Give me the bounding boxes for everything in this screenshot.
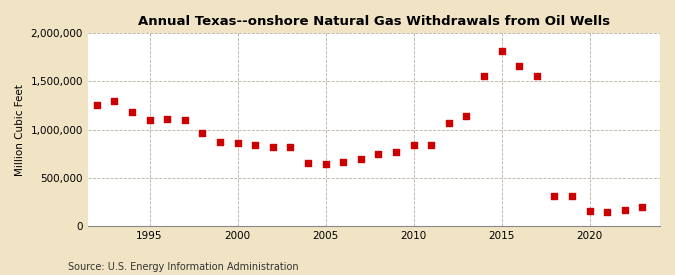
Point <box>320 162 331 166</box>
Point <box>514 64 524 68</box>
Point <box>426 142 437 147</box>
Point <box>549 194 560 198</box>
Point <box>355 157 366 162</box>
Point <box>250 143 261 147</box>
Point <box>338 160 348 164</box>
Point <box>461 114 472 118</box>
Point <box>531 73 542 78</box>
Point <box>443 121 454 125</box>
Text: Source: U.S. Energy Information Administration: Source: U.S. Energy Information Administ… <box>68 262 298 272</box>
Point <box>496 48 507 53</box>
Point <box>232 141 243 145</box>
Point <box>566 194 577 198</box>
Point <box>91 102 102 107</box>
Point <box>584 209 595 213</box>
Point <box>144 118 155 122</box>
Point <box>267 145 278 149</box>
Point <box>180 118 190 122</box>
Y-axis label: Million Cubic Feet: Million Cubic Feet <box>15 84 25 175</box>
Point <box>197 131 208 136</box>
Point <box>109 98 119 103</box>
Point <box>285 145 296 149</box>
Point <box>162 117 173 121</box>
Point <box>602 210 613 214</box>
Point <box>391 150 402 154</box>
Point <box>620 208 630 212</box>
Point <box>408 143 419 147</box>
Point <box>373 152 384 156</box>
Point <box>479 73 489 78</box>
Point <box>302 161 313 166</box>
Point <box>215 140 225 144</box>
Title: Annual Texas--onshore Natural Gas Withdrawals from Oil Wells: Annual Texas--onshore Natural Gas Withdr… <box>138 15 610 28</box>
Point <box>637 204 648 209</box>
Point <box>126 110 137 114</box>
